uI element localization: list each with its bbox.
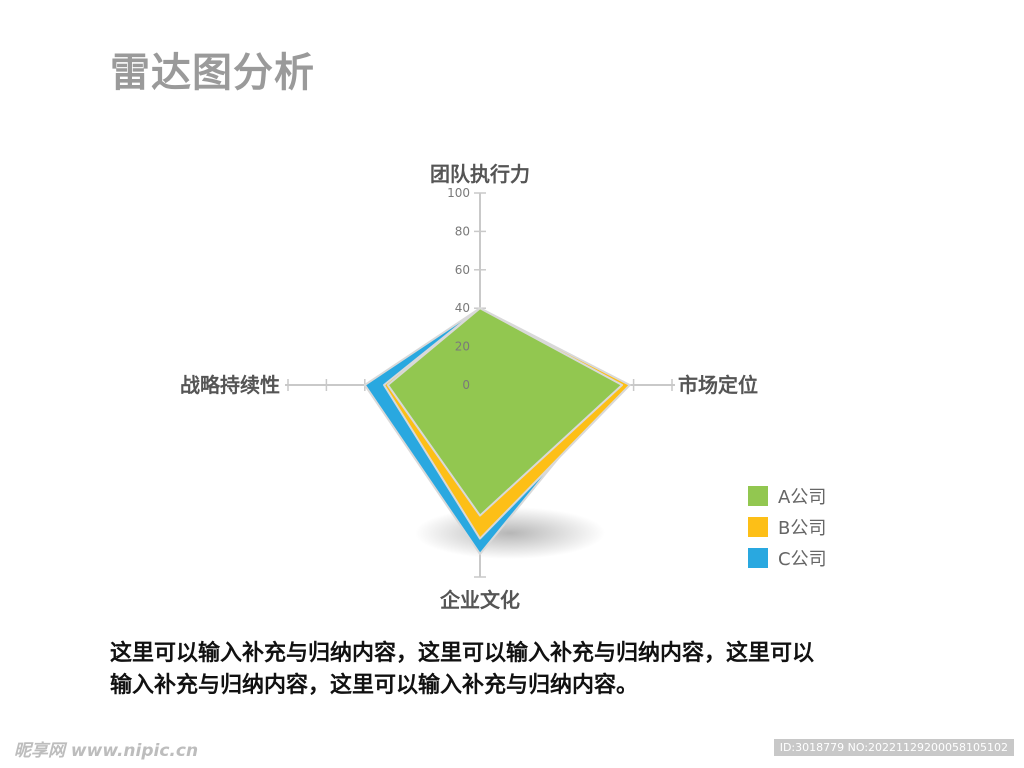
legend-item-b: B公司 [748,511,827,542]
watermark-right: ID:3018779 NO:20221129200058105102 [773,739,1014,756]
series-A公司-area [386,307,624,517]
tick-label-20: 20 [455,340,470,354]
watermark-left: 昵享网 www.nipic.cn [14,741,199,761]
legend-item-a: A公司 [748,480,827,511]
legend-label-c: C公司 [778,548,827,570]
legend-swatch-b [748,516,768,537]
caption-line-1: 这里可以输入补充与归纳内容，这里可以输入补充与归纳内容，这里可以 [110,641,815,666]
legend-label-b: B公司 [778,517,827,539]
legend-item-c: C公司 [748,542,827,573]
legend-swatch-a [748,485,768,506]
tick-label-60: 60 [455,263,470,277]
caption-text: 这里可以输入补充与归纳内容，这里可以输入补充与归纳内容，这里可以 输入补充与归纳… [110,638,970,702]
tick-label-0: 0 [462,378,470,392]
page-title: 雷达图分析 [110,50,315,96]
chart-legend: A公司 B公司 C公司 [748,480,827,573]
radar-series [363,307,631,555]
axis-label-1: 团队执行力 [430,162,530,186]
axis-label-2: 市场定位 [678,373,758,397]
legend-swatch-c [748,547,768,568]
tick-label-100: 100 [447,186,470,200]
caption-line-2: 输入补充与归纳内容，这里可以输入补充与归纳内容。 [110,673,639,698]
axis-label-4: 战略持续性 [180,373,280,397]
tick-label-80: 80 [455,224,470,238]
axis-label-3: 企业文化 [439,588,520,612]
tick-label-40: 40 [455,301,470,315]
legend-label-a: A公司 [778,486,827,508]
